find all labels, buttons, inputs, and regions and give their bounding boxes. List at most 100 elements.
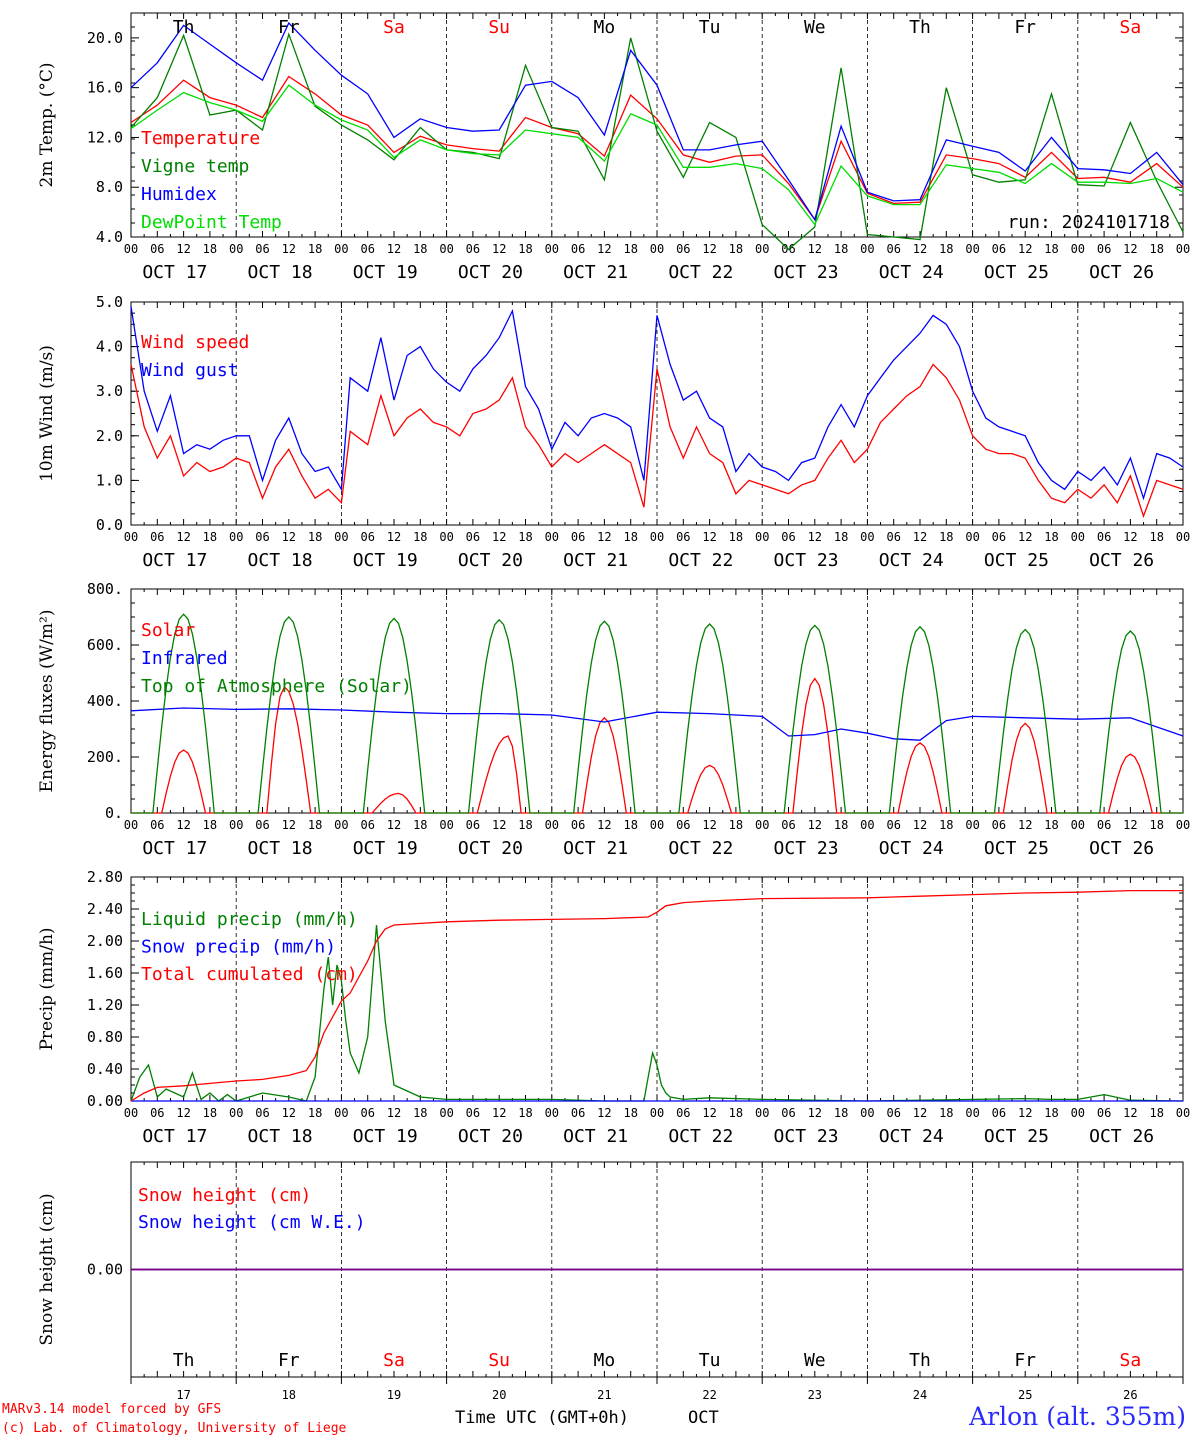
hour-tick-label: 12 [1018, 1106, 1032, 1120]
day-name-sa: Sa [1120, 17, 1142, 38]
legend-top-of-atmosphere-solar: Top of Atmosphere (Solar) [141, 676, 412, 697]
wind-y-axis-label: 10m Wind (m/s) [37, 345, 57, 482]
day-name-mo: Mo [594, 1350, 616, 1371]
hour-tick-label: 18 [834, 530, 848, 544]
legend-total-cumulated-cm: Total cumulated (cm) [141, 964, 358, 985]
date-label: OCT 25 [984, 262, 1049, 283]
temperature-line [130, 75, 1184, 222]
hour-tick-label: 18 [1149, 818, 1163, 832]
hour-tick-label: 06 [1097, 530, 1111, 544]
hour-tick-label: 12 [702, 530, 716, 544]
date-label: OCT 22 [668, 1126, 733, 1147]
hour-tick-label: 18 [1044, 242, 1058, 256]
hour-tick-label: 18 [939, 818, 953, 832]
day-name-su: Su [488, 1350, 510, 1371]
hour-tick-label: 12 [282, 818, 296, 832]
hour-tick-label: 00 [1071, 1106, 1085, 1120]
date-label: OCT 25 [984, 838, 1049, 859]
hour-tick-label: 00 [650, 1106, 664, 1120]
hour-tick-label: 06 [150, 818, 164, 832]
legend-wind-speed: Wind speed [141, 332, 249, 353]
hour-tick-label: 00 [545, 242, 559, 256]
y-tick-label: 0.00 [87, 1092, 123, 1110]
wind-panel: 0.0 1.0 2.0 3.0 4.0 5.0 10m Wind (m/s) 00 06 12 18… [37, 293, 1190, 571]
hour-tick-label: 18 [834, 242, 848, 256]
hour-tick-label: 00 [1176, 818, 1190, 832]
hour-tick-label: 12 [808, 530, 822, 544]
hour-tick-label: 00 [334, 1106, 348, 1120]
hour-tick-label: 12 [913, 818, 927, 832]
hour-tick-label: 00 [860, 1106, 874, 1120]
hour-tick-label: 18 [1149, 530, 1163, 544]
date-label: OCT 17 [142, 838, 207, 859]
snow-y-axis-label: Snow height (cm) [37, 1193, 57, 1345]
hour-tick-label: 00 [965, 818, 979, 832]
hour-tick-label: 00 [755, 1106, 769, 1120]
day-name-th: Th [909, 17, 931, 38]
hour-tick-label: 06 [676, 530, 690, 544]
hour-tick-label: 06 [360, 1106, 374, 1120]
temperature-panel: 4.0 8.0 12.0 16.0 20.0 2m Temp. (°C) 00 06 12 18 O… [37, 12, 1190, 283]
hour-tick-label: 18 [623, 818, 637, 832]
bottom-day-number: 20 [492, 1388, 506, 1402]
y-tick-label: 2.00 [87, 932, 123, 950]
y-tick-label: 600. [87, 636, 123, 654]
hour-tick-label: 00 [439, 818, 453, 832]
y-tick-label: 0.0 [96, 516, 123, 534]
hour-tick-label: 06 [886, 1106, 900, 1120]
infrared-line [130, 707, 1184, 741]
date-label: OCT 20 [458, 262, 523, 283]
hour-tick-label: 00 [860, 818, 874, 832]
y-tick-label: 200. [87, 748, 123, 766]
y-tick-label: 3.0 [96, 382, 123, 400]
vigne-temp-line [130, 32, 1184, 251]
hour-tick-label: 00 [124, 818, 138, 832]
date-label: OCT 19 [353, 838, 418, 859]
hour-tick-label: 00 [1176, 530, 1190, 544]
hour-tick-label: 12 [176, 242, 190, 256]
y-tick-label: 2.80 [87, 868, 123, 886]
hour-tick-label: 12 [1123, 242, 1137, 256]
hour-tick-label: 12 [702, 818, 716, 832]
hour-tick-label: 00 [229, 530, 243, 544]
hour-tick-label: 12 [597, 1106, 611, 1120]
hour-tick-label: 12 [1123, 1106, 1137, 1120]
y-tick-label: 12.0 [87, 128, 123, 146]
date-label: OCT 18 [248, 262, 313, 283]
day-name-th: Th [173, 1350, 195, 1371]
hour-tick-label: 00 [545, 530, 559, 544]
hour-tick-label: 00 [755, 242, 769, 256]
y-tick-label: 0.40 [87, 1060, 123, 1078]
date-label: OCT 18 [248, 838, 313, 859]
date-label: OCT 21 [563, 838, 628, 859]
hour-tick-label: 00 [545, 818, 559, 832]
hour-tick-label: 00 [439, 242, 453, 256]
hour-tick-label: 18 [518, 530, 532, 544]
hour-tick-label: 06 [676, 242, 690, 256]
date-label: OCT 21 [563, 1126, 628, 1147]
hour-tick-label: 06 [676, 818, 690, 832]
y-tick-label: 8.0 [96, 178, 123, 196]
hour-tick-label: 12 [492, 242, 506, 256]
date-label: OCT 18 [248, 550, 313, 571]
hour-tick-label: 06 [360, 242, 374, 256]
hour-tick-label: 06 [360, 818, 374, 832]
bottom-day-number: 22 [702, 1388, 716, 1402]
date-label: OCT 21 [563, 550, 628, 571]
hour-tick-label: 06 [150, 530, 164, 544]
day-name-fr: Fr [278, 1350, 300, 1371]
legend-infrared: Infrared [141, 648, 228, 669]
hour-tick-label: 12 [1018, 530, 1032, 544]
y-tick-label: 0. [105, 804, 123, 822]
hour-tick-label: 00 [439, 1106, 453, 1120]
date-label: OCT 23 [774, 1126, 839, 1147]
hour-tick-label: 00 [334, 530, 348, 544]
hour-tick-label: 12 [387, 242, 401, 256]
hour-tick-label: 06 [1097, 242, 1111, 256]
energy-y-axis-label: Energy fluxes (W/m²) [37, 610, 57, 793]
day-name-fr: Fr [1014, 1350, 1036, 1371]
hour-tick-label: 18 [203, 1106, 217, 1120]
day-name-we: We [804, 17, 826, 38]
hour-tick-label: 06 [886, 530, 900, 544]
hour-tick-label: 06 [992, 818, 1006, 832]
